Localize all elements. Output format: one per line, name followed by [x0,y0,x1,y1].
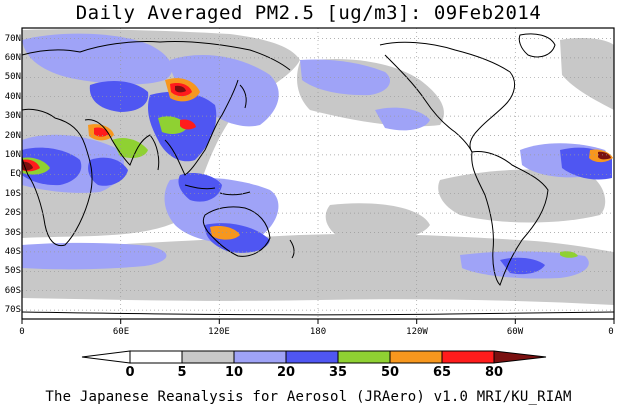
colorbar-swatch-above-80 [493,350,547,364]
lat-label-70s: 70S [4,305,21,315]
lat-label-60s: 60S [4,286,21,296]
lon-label-180: 180 [309,327,327,337]
lat-label-70n: 70N [4,34,21,44]
axis-ticks [21,319,615,324]
colorbar [81,350,547,364]
lon-label-60w: 60W [506,327,524,337]
colorbar-swatch-20-35 [285,350,339,364]
coastlines [22,33,614,316]
lat-label-50n: 50N [4,72,21,82]
lat-label-30s: 30S [4,228,21,238]
lat-label-eq: EQ [10,169,21,179]
footer-credit: The Japanese Reanalysis for Aerosol (JRA… [45,389,572,405]
lon-label-120e: 120E [208,327,230,337]
colorbar-swatch-5-10 [181,350,235,364]
colorbar-label-20: 20 [276,365,296,380]
lat-label-10n: 10N [4,150,21,160]
colorbar-swatch-0-5 [129,350,183,364]
colorbar-swatch-below-0 [81,350,131,364]
map-gridlines [22,28,614,319]
lat-label-10s: 10S [4,189,21,199]
map-title: Daily Averaged PM2.5 [ug/m3]: 09Feb2014 [75,2,542,24]
colorbar-swatch-35-50 [337,350,391,364]
lat-label-40s: 40S [4,247,21,257]
lon-label-0-left: 0 [19,327,25,337]
colorbar-label-10: 10 [224,365,244,380]
colorbar-label-0: 0 [125,365,135,380]
pm25-band-over-80 [22,85,611,171]
colorbar-label-35: 35 [328,365,348,380]
lat-label-50s: 50S [4,266,21,276]
lat-label-20n: 20N [4,131,21,141]
lat-label-20s: 20S [4,208,21,218]
lon-label-60e: 60E [112,327,130,337]
lat-label-60n: 60N [4,53,21,63]
lon-label-0-right: 0 [608,327,614,337]
lat-label-40n: 40N [4,92,21,102]
colorbar-label-5: 5 [177,365,187,380]
colorbar-label-65: 65 [432,365,452,380]
colorbar-swatch-10-20 [233,350,287,364]
lat-label-30n: 30N [4,111,21,121]
colorbar-swatch-65-80 [441,350,495,364]
colorbar-swatch-50-65 [389,350,443,364]
colorbar-label-80: 80 [484,365,504,380]
lon-label-120w: 120W [406,327,428,337]
colorbar-label-50: 50 [380,365,400,380]
